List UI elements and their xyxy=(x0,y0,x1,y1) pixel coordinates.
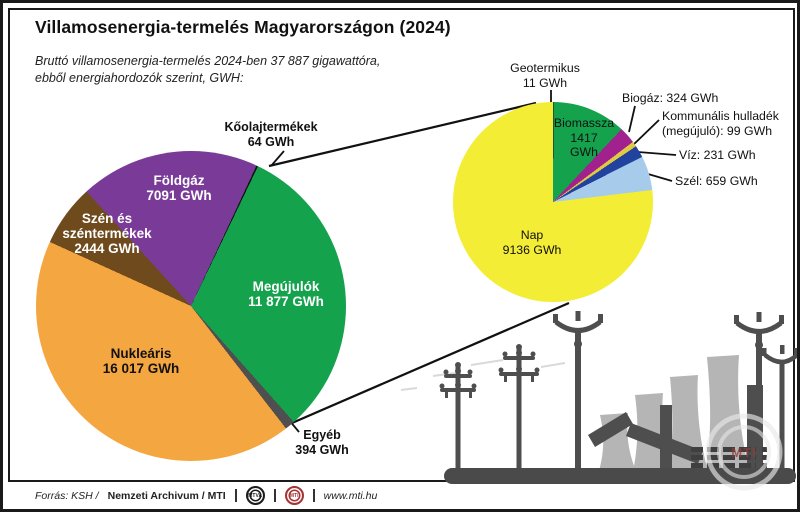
footer-divider xyxy=(234,489,237,502)
label-egyeb: Egyéb 394 GWh xyxy=(295,428,349,457)
label-szen: Szén és széntermékek 2444 GWh xyxy=(62,211,152,256)
footer-divider xyxy=(273,489,276,502)
mti-logo: MTI xyxy=(284,486,304,505)
label-biogaz: Biogáz: 324 GWh xyxy=(622,91,719,105)
label-nap: Nap 9136 GWh xyxy=(502,228,562,257)
label-biomassza: Biomassza 1417 GWh xyxy=(553,116,615,159)
mtva-logo: MTVA xyxy=(245,486,265,505)
label-kommunalis: Kommunális hulladék (megújuló): 99 GWh xyxy=(662,109,779,138)
footer-source-prefix: Forrás: KSH / xyxy=(35,489,99,502)
mtva-logo-text: MTVA xyxy=(248,492,263,499)
label-nuklearis: Nukleáris 16 017 GWh xyxy=(102,346,180,376)
label-foldgaz: Földgáz 7091 GWh xyxy=(146,173,212,203)
page-subtitle: Bruttó villamosenergia-termelés 2024-ben… xyxy=(35,54,381,85)
mti-logo-text: MTI xyxy=(289,492,299,499)
label-viz: Víz: 231 GWh xyxy=(679,148,756,162)
footer-source-agencies: Nemzeti Archivum / MTI xyxy=(107,489,226,502)
label-szel: Szél: 659 GWh xyxy=(675,174,758,188)
label-geotermikus: Geotermikus 11 GWh xyxy=(510,61,580,90)
footer: Forrás: KSH / Nemzeti Archivum / MTI MTV… xyxy=(3,482,797,509)
page-title: Villamosenergia-termelés Magyarországon … xyxy=(35,17,451,37)
footer-divider xyxy=(312,489,315,502)
label-koolajtermekek: Kőolajtermékek 64 GWh xyxy=(224,120,318,149)
label-megujulok: Megújulók 11 877 GWh xyxy=(248,279,324,309)
footer-url[interactable]: www.mti.hu xyxy=(323,489,378,502)
